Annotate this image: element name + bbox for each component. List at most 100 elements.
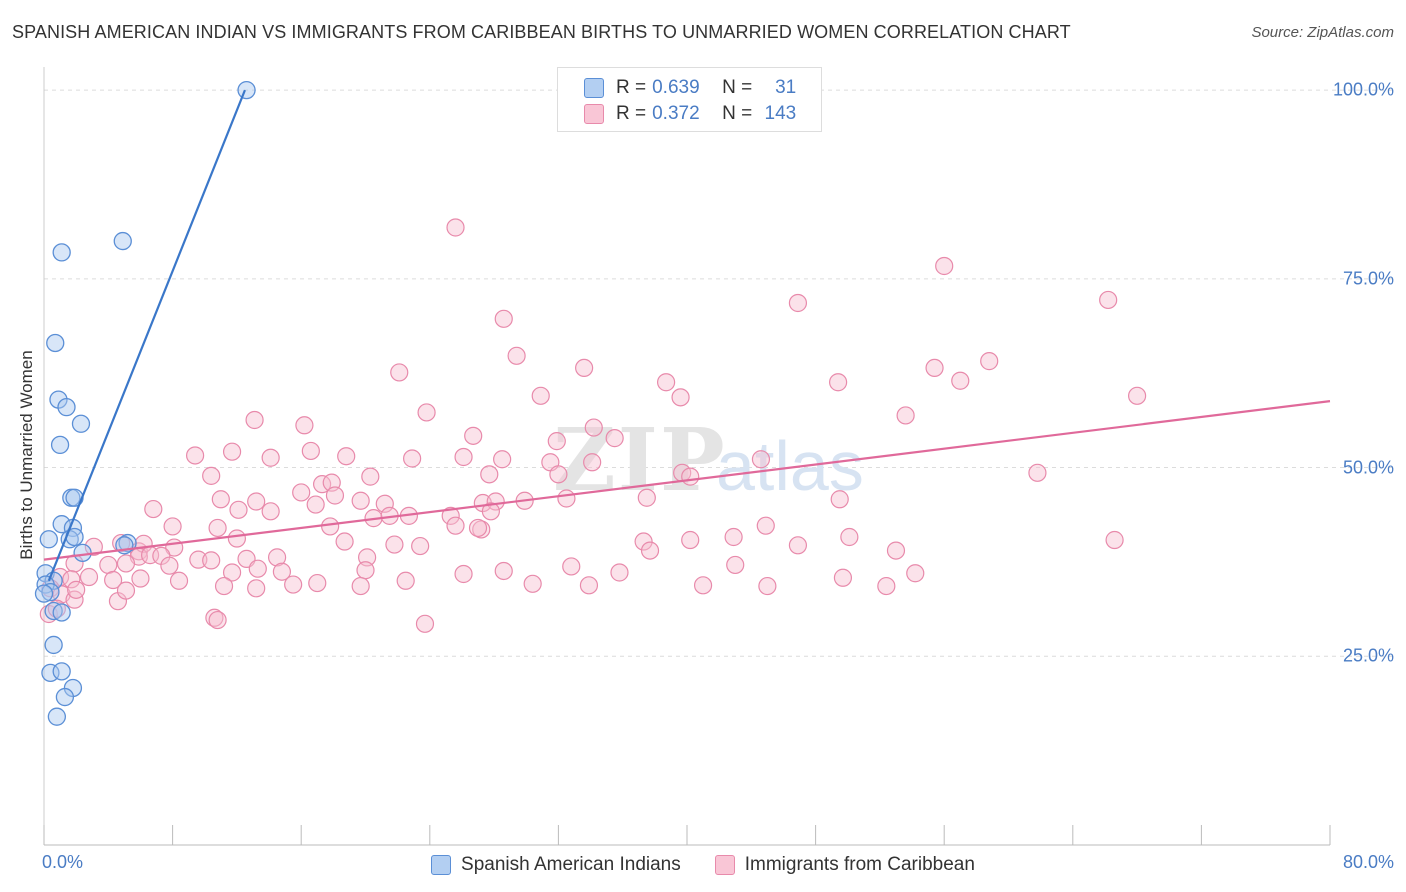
data-point-immigrants xyxy=(222,442,242,461)
data-point-immigrants xyxy=(464,426,483,445)
data-point-immigrants xyxy=(245,410,264,430)
data-point-immigrants xyxy=(547,432,566,451)
data-point-immigrants xyxy=(261,502,280,521)
data-point-immigrants xyxy=(906,564,925,583)
stats-r-label: R = xyxy=(616,77,647,98)
data-point-immigrants xyxy=(417,403,436,422)
x-tick-min: 0.0% xyxy=(42,852,84,872)
data-point-immigrants xyxy=(840,527,859,547)
data-point-immigrants xyxy=(441,506,460,525)
swatch-spanish xyxy=(584,78,604,98)
data-point-immigrants xyxy=(579,576,599,595)
data-point-immigrants xyxy=(321,517,340,536)
data-point-immigrants xyxy=(671,388,690,407)
data-point-immigrants xyxy=(351,491,370,510)
data-point-spanish xyxy=(73,543,92,563)
legend-swatch-spanish xyxy=(431,855,452,875)
data-point-immigrants xyxy=(229,500,248,519)
data-point-immigrants xyxy=(301,441,320,461)
data-point-immigrants xyxy=(557,489,576,508)
chart-title: SPANISH AMERICAN INDIAN VS IMMIGRANTS FR… xyxy=(12,22,1071,42)
data-point-immigrants xyxy=(208,610,227,630)
data-point-immigrants xyxy=(312,475,332,494)
data-point-spanish xyxy=(39,530,58,549)
x-axis xyxy=(43,67,1331,846)
legend-item-spanish[interactable]: Spanish American Indians xyxy=(431,854,681,876)
data-point-immigrants xyxy=(211,490,230,509)
data-point-spanish xyxy=(113,231,132,251)
y-tick-label: 50.0% xyxy=(1342,457,1394,478)
data-point-immigrants xyxy=(248,559,267,578)
data-point-spanish xyxy=(41,582,60,602)
data-point-immigrants xyxy=(390,363,409,382)
data-point-immigrants xyxy=(549,465,568,484)
y-tick-label: 100.0% xyxy=(1332,79,1394,100)
data-point-immigrants xyxy=(247,579,266,598)
data-point-immigrants xyxy=(830,490,849,509)
data-point-spanish xyxy=(55,687,75,707)
data-point-immigrants xyxy=(222,563,242,582)
data-point-immigrants xyxy=(356,561,375,580)
data-point-immigrants xyxy=(272,562,292,581)
legend: Spanish American Indians Immigrants from… xyxy=(0,852,1406,878)
data-point-immigrants xyxy=(562,557,581,576)
data-point-immigrants xyxy=(657,373,676,392)
data-point-immigrants xyxy=(84,537,103,556)
stats-n-label: N = xyxy=(722,103,753,124)
data-point-immigrants xyxy=(493,450,512,469)
data-point-immigrants xyxy=(163,517,182,536)
data-point-immigrants xyxy=(67,580,86,599)
data-point-immigrants xyxy=(637,488,656,507)
data-point-immigrants xyxy=(205,608,224,627)
data-point-immigrants xyxy=(403,449,422,468)
stats-n-value: 143 xyxy=(764,103,797,124)
data-point-immigrants xyxy=(361,467,380,486)
stats-row-spanish: R = 0.639 N = 31 xyxy=(584,76,796,100)
data-point-immigrants xyxy=(247,492,266,511)
data-point-immigrants xyxy=(267,548,287,567)
data-point-immigrants xyxy=(227,529,246,548)
data-point-immigrants xyxy=(925,358,944,378)
data-point-immigrants xyxy=(186,446,205,465)
data-point-immigrants xyxy=(1105,530,1124,550)
data-point-immigrants xyxy=(99,555,118,575)
data-point-immigrants xyxy=(62,570,81,589)
data-point-immigrants xyxy=(788,293,808,313)
data-point-spanish xyxy=(44,635,63,655)
data-point-immigrants xyxy=(681,530,700,550)
swatch-immigrants xyxy=(584,104,604,124)
data-point-immigrants xyxy=(202,551,221,570)
data-point-immigrants xyxy=(454,447,473,467)
data-point-immigrants xyxy=(726,555,745,575)
data-point-immigrants xyxy=(104,570,123,590)
stats-box: R = 0.639 N = 31 R = 0.372 N = 143 xyxy=(557,67,822,132)
data-point-immigrants xyxy=(306,495,325,514)
data-point-immigrants xyxy=(308,573,327,593)
data-point-immigrants xyxy=(375,494,394,513)
data-point-immigrants xyxy=(486,492,505,511)
data-point-immigrants xyxy=(634,532,653,551)
data-point-immigrants xyxy=(189,550,208,569)
data-point-immigrants xyxy=(284,575,303,594)
stats-row-immigrants: R = 0.372 N = 143 xyxy=(584,102,796,126)
data-point-spanish xyxy=(52,662,71,681)
data-point-immigrants xyxy=(886,541,906,560)
data-point-immigrants xyxy=(112,533,131,553)
watermark-atlas: atlas xyxy=(716,427,864,505)
data-point-immigrants xyxy=(351,576,370,596)
legend-item-immigrants[interactable]: Immigrants from Caribbean xyxy=(714,854,975,876)
data-point-spanish xyxy=(50,435,70,455)
data-point-spanish xyxy=(71,414,91,433)
data-point-immigrants xyxy=(385,535,404,554)
stats-r-value: 0.372 xyxy=(652,103,700,124)
data-point-immigrants xyxy=(144,499,163,519)
data-point-immigrants xyxy=(833,568,853,587)
data-point-immigrants xyxy=(681,467,700,486)
data-point-immigrants xyxy=(751,450,771,469)
data-point-immigrants xyxy=(507,346,526,365)
data-point-immigrants xyxy=(160,556,179,575)
data-point-immigrants xyxy=(494,561,513,581)
data-point-immigrants xyxy=(584,418,603,437)
data-point-immigrants xyxy=(758,576,777,596)
